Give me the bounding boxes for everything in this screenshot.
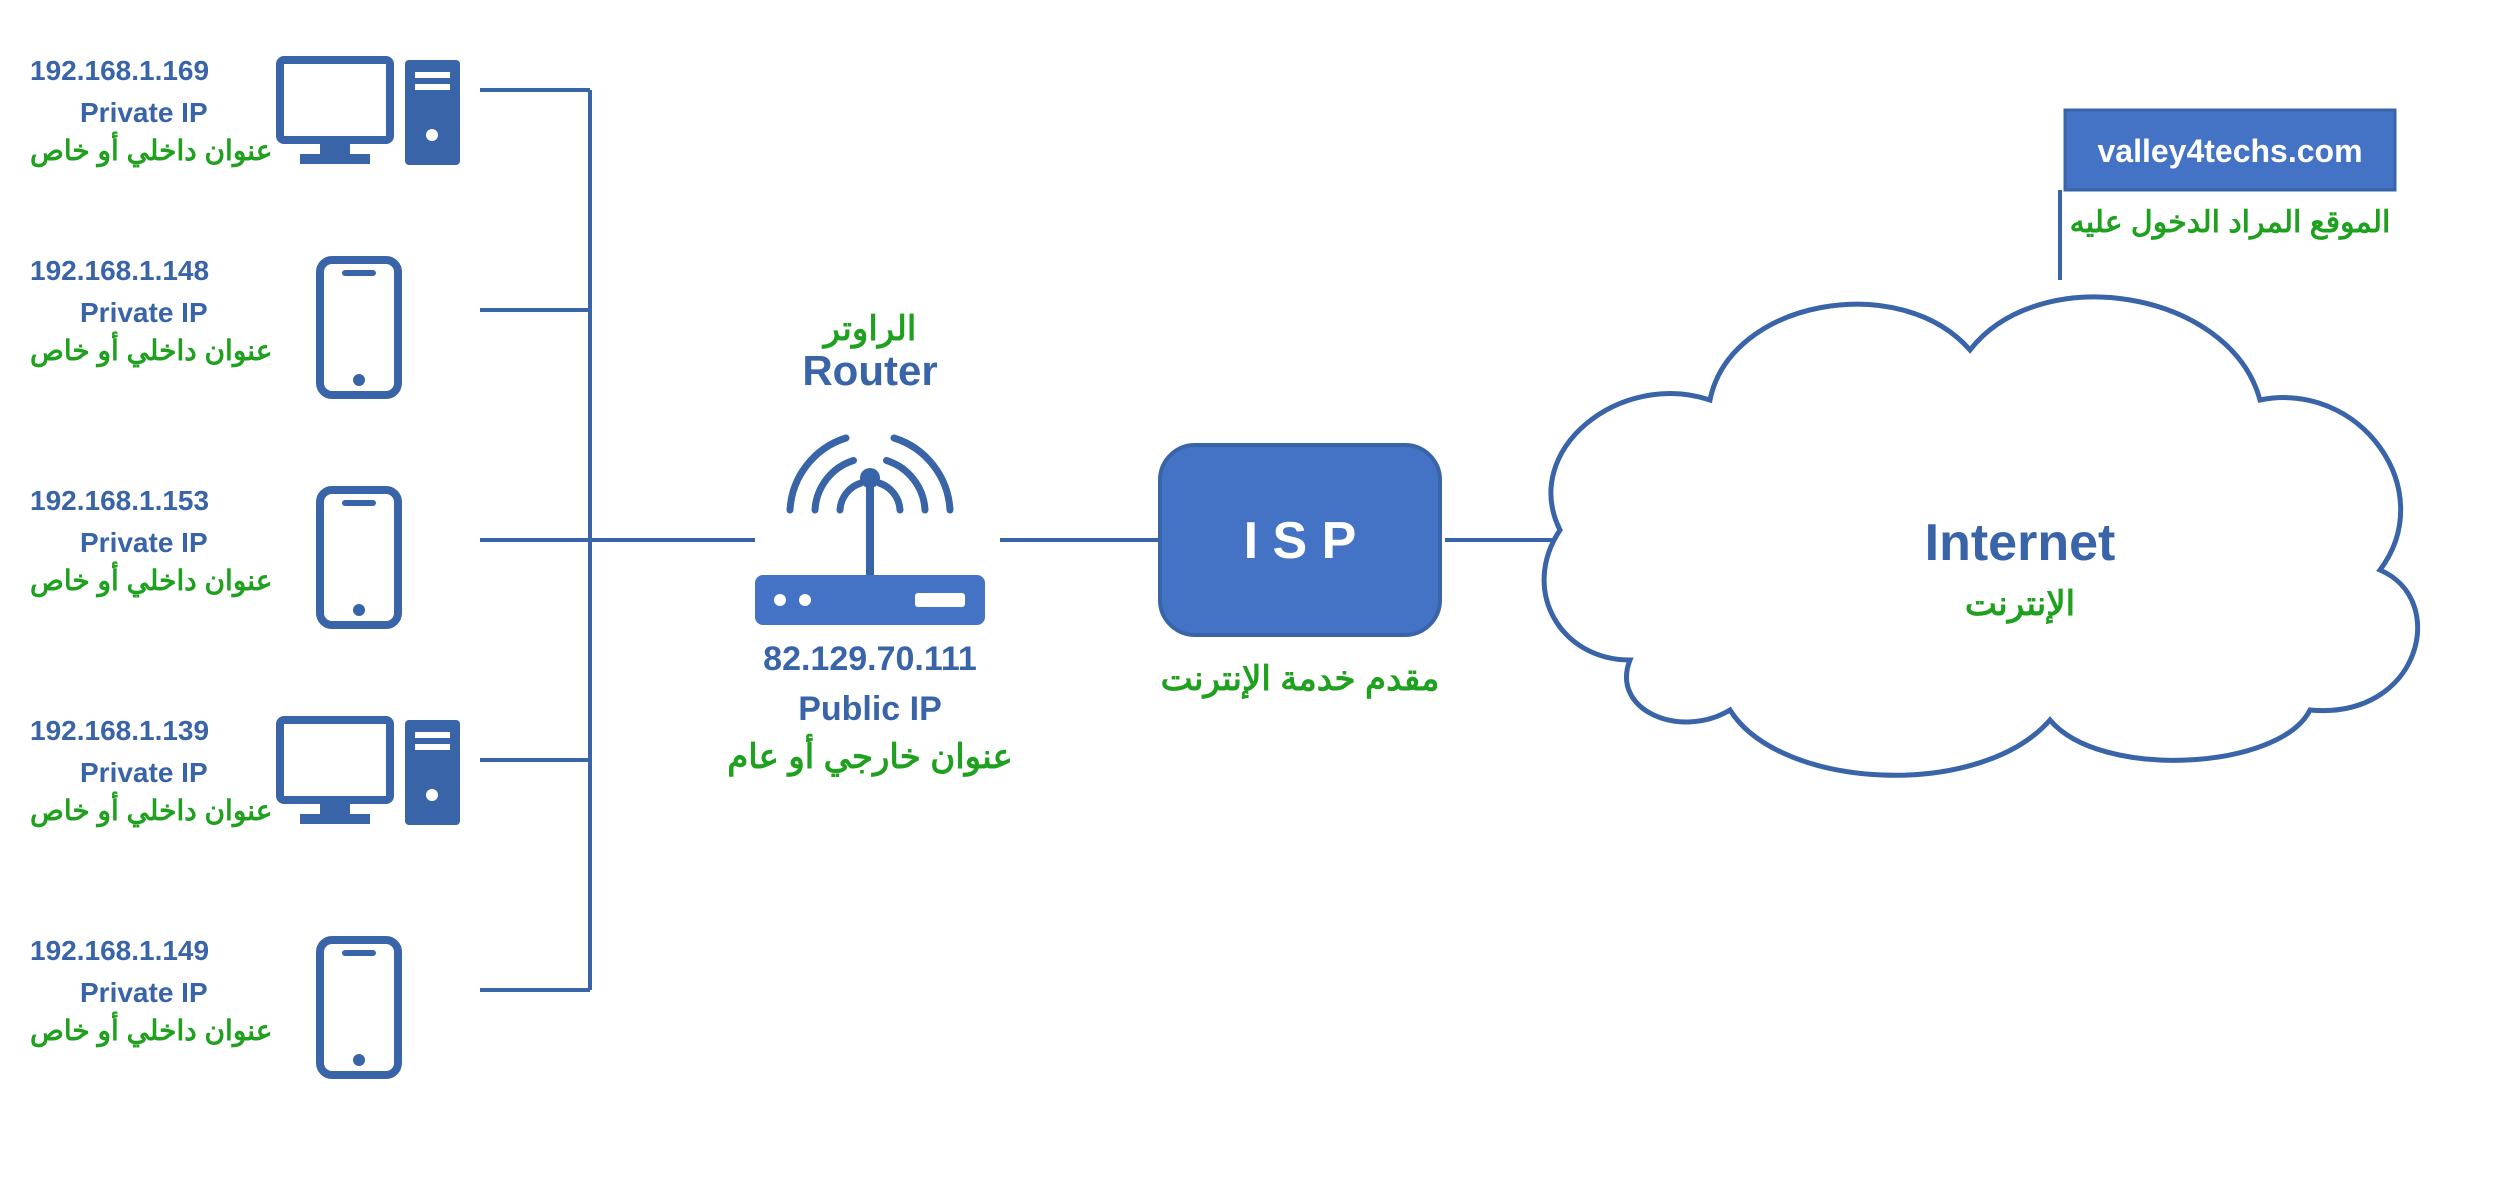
- device-private-ip-label-4: Private IP: [80, 977, 208, 1008]
- pc-icon: [280, 60, 460, 165]
- device-private-ip-label-2: Private IP: [80, 527, 208, 558]
- device-private-ip-label-1: Private IP: [80, 297, 208, 328]
- device-ip-4: 192.168.1.149: [30, 935, 209, 966]
- phone-icon: [320, 940, 398, 1075]
- isp-caption-ar: مقدم خدمة الإنترنت: [1161, 660, 1440, 699]
- router-title-ar: الراوتر: [822, 310, 917, 349]
- device-private-ip-ar-3: عنوان داخلي أو خاص: [30, 792, 272, 828]
- router-ip: 82.129.70.111: [763, 640, 977, 678]
- pc-icon: [280, 720, 460, 825]
- router-icon: [755, 438, 985, 625]
- router-public-ip-label: Public IP: [798, 690, 942, 728]
- isp-label: I S P: [1244, 512, 1357, 570]
- cloud-label-en: Internet: [1925, 514, 2116, 572]
- device-private-ip-ar-2: عنوان داخلي أو خاص: [30, 562, 272, 598]
- site-label: valley4techs.com: [2097, 133, 2362, 169]
- device-ip-3: 192.168.1.139: [30, 715, 209, 746]
- phone-icon: [320, 490, 398, 625]
- device-ip-2: 192.168.1.153: [30, 485, 209, 516]
- device-ip-0: 192.168.1.169: [30, 55, 209, 86]
- router-public-ip-ar: عنوان خارجي أو عام: [727, 734, 1013, 777]
- phone-icon: [320, 260, 398, 395]
- device-private-ip-ar-1: عنوان داخلي أو خاص: [30, 332, 272, 368]
- cloud-label-ar: الإنترنت: [1965, 585, 2075, 624]
- router-title-en: Router: [802, 347, 937, 394]
- site-caption-ar: الموقع المراد الدخول عليه: [2070, 206, 2391, 240]
- device-private-ip-label-0: Private IP: [80, 97, 208, 128]
- device-ip-1: 192.168.1.148: [30, 255, 209, 286]
- device-private-ip-label-3: Private IP: [80, 757, 208, 788]
- device-private-ip-ar-4: عنوان داخلي أو خاص: [30, 1012, 272, 1048]
- device-private-ip-ar-0: عنوان داخلي أو خاص: [30, 132, 272, 168]
